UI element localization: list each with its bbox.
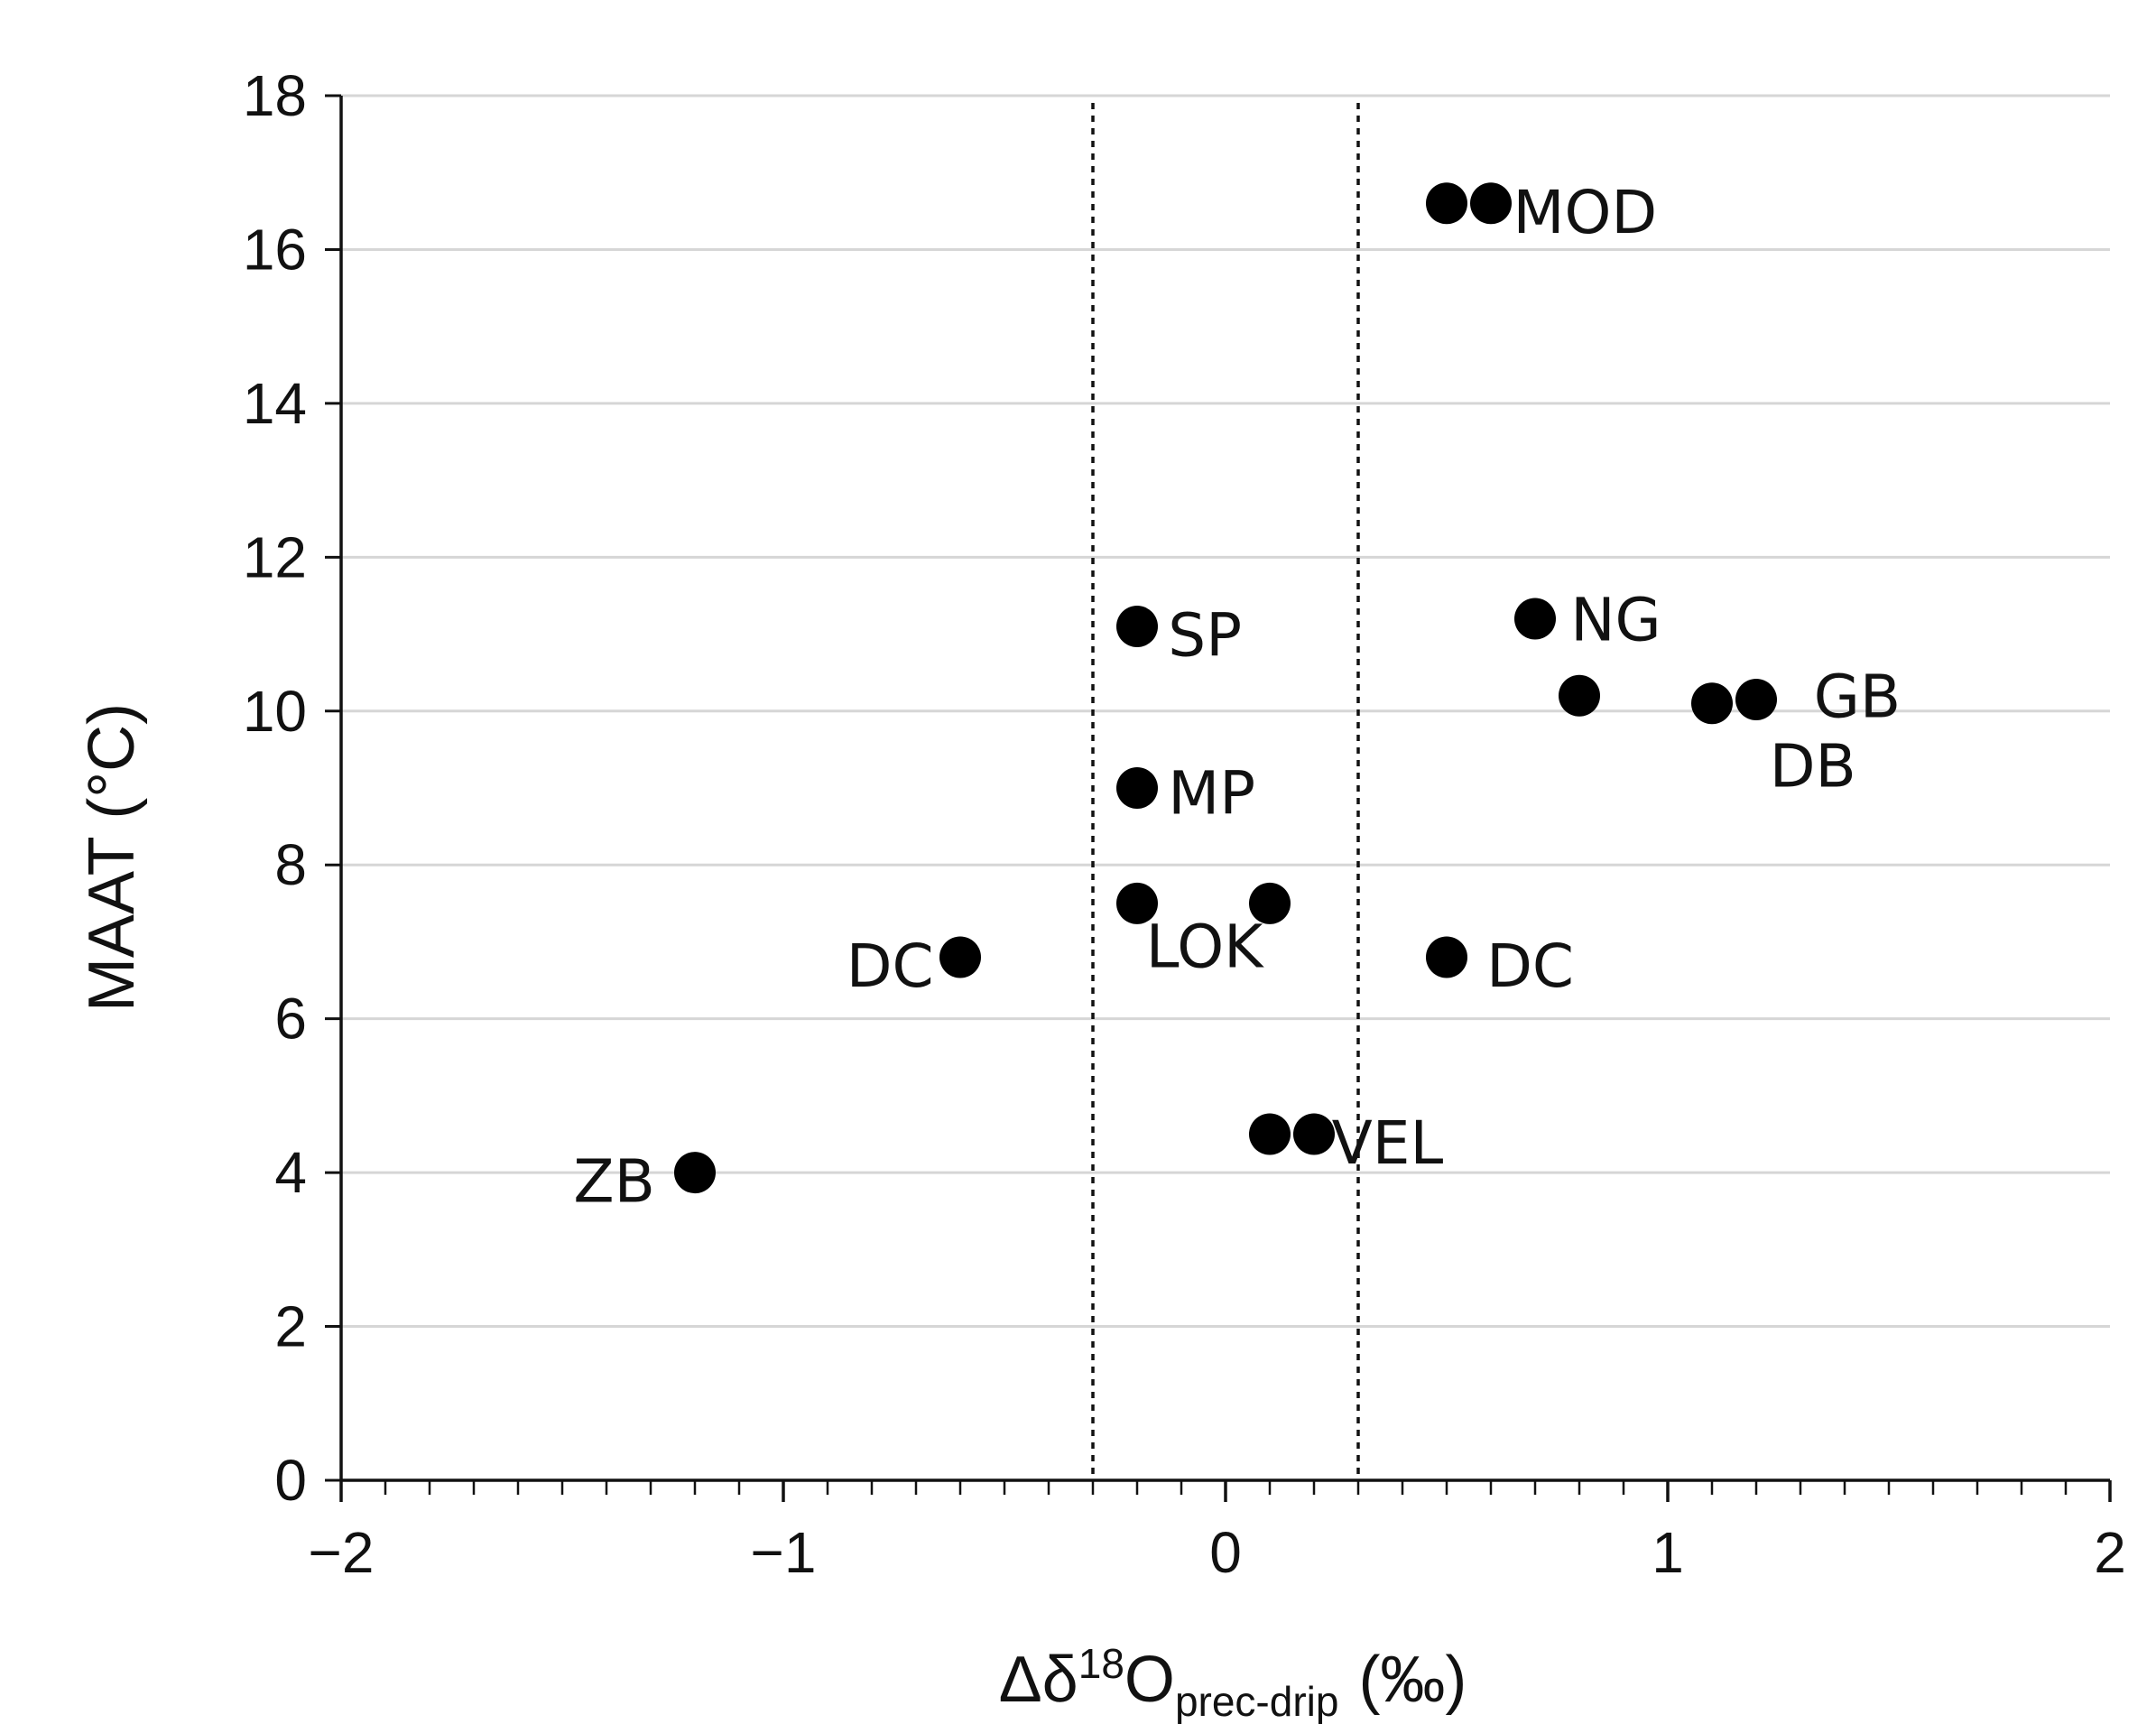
- y-tick-label: 2: [274, 1294, 307, 1359]
- point-label: MP: [1168, 758, 1255, 828]
- data-point: [1293, 1113, 1335, 1155]
- data-point: [1514, 598, 1556, 640]
- x-tick-label: −2: [309, 1520, 375, 1585]
- y-tick-labels: 0 2 4 6 8 10 12 14 16 18: [243, 63, 307, 1513]
- gridlines: [341, 94, 2110, 1329]
- x-tick-labels: −2 −1 0 1 2: [309, 1520, 2126, 1585]
- x-axis-title-prefix: Δδ: [999, 1644, 1078, 1716]
- y-tick-label: 16: [243, 217, 307, 282]
- point-label: MOD: [1513, 178, 1658, 247]
- point-label: DC: [1486, 932, 1574, 1001]
- data-point: [1470, 182, 1512, 225]
- y-tick-label: 4: [274, 1140, 307, 1205]
- point-label: ZB: [573, 1147, 655, 1217]
- x-axis-title-main: O: [1124, 1644, 1175, 1716]
- point-label: GB: [1814, 663, 1901, 732]
- point-label: SP: [1168, 601, 1242, 671]
- data-points: [674, 182, 1777, 1194]
- point-label: NG: [1570, 586, 1661, 655]
- y-tick-label: 0: [274, 1448, 307, 1513]
- y-tick-label: 10: [243, 679, 307, 744]
- axes: [325, 94, 2112, 1502]
- data-point: [674, 1152, 716, 1194]
- reference-lines: [1091, 103, 1360, 1480]
- data-point: [1426, 936, 1467, 978]
- x-tick-label: −1: [751, 1520, 817, 1585]
- point-label: DC: [847, 932, 934, 1001]
- x-axis-title-subscript: prec-drip: [1175, 1678, 1339, 1724]
- y-tick-label: 6: [274, 987, 307, 1052]
- data-point: [1249, 882, 1291, 924]
- data-point: [1735, 678, 1777, 720]
- data-point: [1116, 606, 1158, 648]
- data-point: [939, 936, 981, 978]
- x-tick-label: 1: [1652, 1520, 1684, 1585]
- point-label: DB: [1770, 731, 1856, 801]
- y-tick-label: 14: [243, 371, 307, 436]
- data-point: [1116, 882, 1158, 924]
- data-point: [1426, 182, 1467, 225]
- y-axis-title: MAAT (°C): [76, 703, 148, 1012]
- y-tick-label: 12: [243, 524, 307, 589]
- data-point: [1559, 674, 1600, 717]
- x-axis-title: Δδ18Oprec-drip (‰): [999, 1640, 1467, 1724]
- data-point: [1691, 682, 1733, 725]
- x-axis-title-superscript: 18: [1078, 1640, 1124, 1687]
- x-tick-label: 2: [2094, 1520, 2126, 1585]
- y-tick-label: 8: [274, 832, 307, 897]
- data-point: [1116, 767, 1158, 809]
- point-label: VEL: [1332, 1108, 1444, 1178]
- x-axis-title-unit: (‰): [1358, 1644, 1467, 1716]
- x-tick-label: 0: [1209, 1520, 1242, 1585]
- point-label: LOK: [1146, 913, 1264, 982]
- y-tick-label: 18: [243, 63, 307, 128]
- data-point: [1249, 1113, 1291, 1155]
